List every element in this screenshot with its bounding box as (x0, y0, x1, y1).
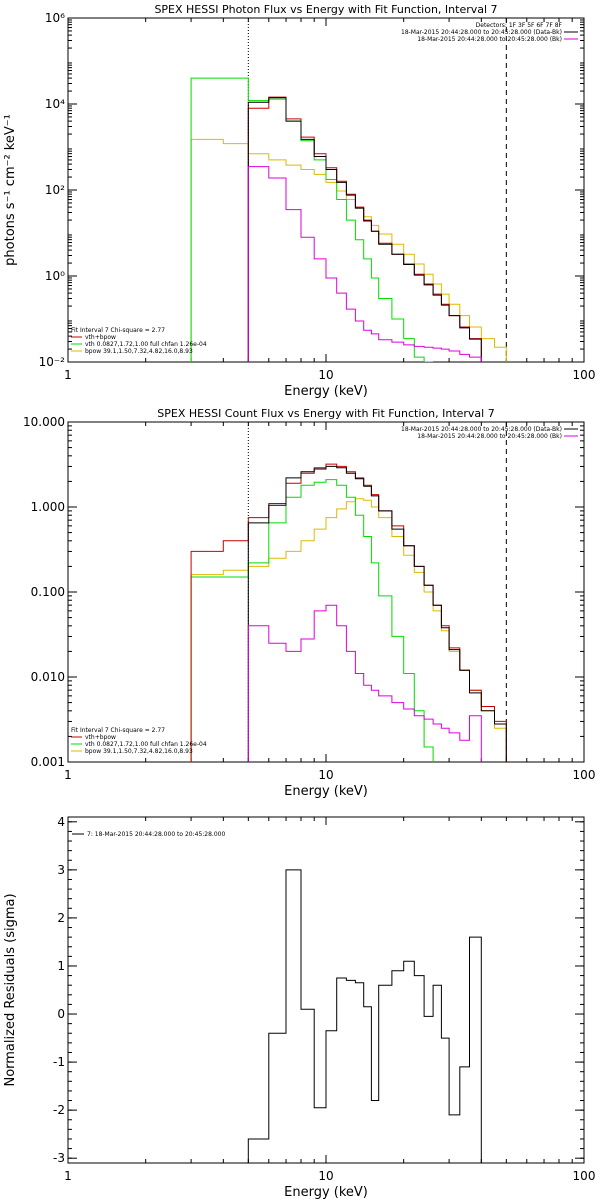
y-tick-label: 10⁻² (39, 355, 66, 369)
y-tick-label: -1 (53, 1055, 65, 1069)
series-total (247, 96, 482, 362)
series-group (190, 77, 507, 362)
y-tick-label: -2 (53, 1103, 65, 1117)
series-residuals (247, 869, 482, 1163)
y-tick-label: 10⁰ (45, 269, 65, 283)
photon-flux-chart: SPEX HESSI Photon Flux vs Energy with Fi… (3, 3, 596, 399)
series-vth (190, 479, 434, 762)
y-tick-label: -3 (53, 1151, 65, 1165)
series-vth (190, 77, 434, 362)
x-tick-label: 100 (573, 1169, 596, 1183)
plot-frame (67, 816, 585, 1164)
y-tick-label: 10² (45, 183, 65, 197)
x-tick-label: 1 (64, 1169, 72, 1183)
chart-title: SPEX HESSI Photon Flux vs Energy with Fi… (154, 3, 497, 16)
y-tick-label: 1 (57, 959, 65, 973)
y-tick-label: 3 (57, 863, 65, 877)
series-data (247, 465, 507, 762)
legend-entry: vth 0.0827,1.72,1.00 full chfan 1.26e-04 (85, 341, 207, 348)
x-tick-label: 1 (64, 368, 72, 382)
x-tick-label: 10 (318, 1169, 333, 1183)
series-bpow (190, 498, 507, 762)
x-tick-label: 10 (318, 368, 333, 382)
series-bk (247, 604, 482, 762)
legend-entry: vth+bpow (85, 334, 116, 341)
series-bk (247, 166, 482, 362)
y-tick-label: 0.001 (31, 755, 65, 769)
y-tick-label: 10.000 (23, 415, 65, 429)
y-tick-label: 10⁴ (45, 97, 65, 111)
y-tick-label: 4 (57, 815, 65, 829)
y-axis-label: Normalized Residuals (sigma) (3, 893, 18, 1086)
series-data (247, 97, 482, 362)
x-tick-label: 10 (318, 768, 333, 782)
legend-entry: Fit Interval 7 Chi-square = 2.77 (71, 327, 165, 334)
x-axis-label: Energy (keV) (284, 1185, 368, 1200)
y-axis-label: photons s⁻¹ cm⁻² keV⁻¹ (3, 114, 18, 266)
legend-entry: vth+bpow (85, 734, 116, 741)
x-axis-label: Energy (keV) (284, 784, 368, 799)
y-tick-label: 0 (57, 1007, 65, 1021)
x-tick-label: 1 (64, 768, 72, 782)
legend-entry: bpow 39.1,1.50,7.32,4.82,16.0,8.93 (85, 348, 193, 355)
series-group (190, 463, 507, 762)
series-total (190, 463, 507, 762)
legend-topright-entry: Detectors: 1F 3F 5F 6F 7F 8F (476, 22, 563, 29)
y-tick-label: 10⁶ (45, 11, 65, 25)
count-flux-chart: SPEX HESSI Count Flux vs Energy with Fit… (23, 407, 596, 799)
y-tick-label: 0.010 (31, 670, 65, 684)
x-axis-label: Energy (keV) (284, 384, 368, 399)
chart-title: SPEX HESSI Count Flux vs Energy with Fit… (157, 407, 494, 420)
legend-entry: Fit Interval 7 Chi-square = 2.77 (71, 727, 165, 734)
y-tick-label: 2 (57, 911, 65, 925)
legend-entry: bpow 39.1,1.50,7.32,4.82,16.0,8.93 (85, 748, 193, 755)
legend-topright-entry: 18-Mar-2015 20:44:28.000 to 20:45:28.000… (401, 29, 562, 36)
x-tick-label: 100 (573, 368, 596, 382)
legend-entry: 7: 18-Mar-2015 20:44:28.000 to 20:45:28.… (87, 831, 225, 838)
legend-topright-entry: 18-Mar-2015 20:44:28.000 to 20:45:28.000… (417, 36, 562, 43)
legend-entry: vth 0.0827,1.72,1.00 full chfan 1.26e-04 (85, 741, 207, 748)
y-tick-label: 0.100 (31, 585, 65, 599)
series-bpow (190, 138, 507, 362)
legend-topright-entry: 18-Mar-2015 20:44:28.000 to 20:45:28.000… (401, 426, 562, 433)
x-tick-label: 100 (573, 768, 596, 782)
residuals-chart: 1 10 100 Energy (keV) -3 -2 -1 0 1 2 3 4 Normalized … (3, 815, 596, 1200)
y-tick-label: 1.000 (31, 500, 65, 514)
series-group (247, 869, 482, 1163)
legend-topright-entry: 18-Mar-2015 20:44:28.000 to 20:45:28.000… (417, 433, 562, 440)
